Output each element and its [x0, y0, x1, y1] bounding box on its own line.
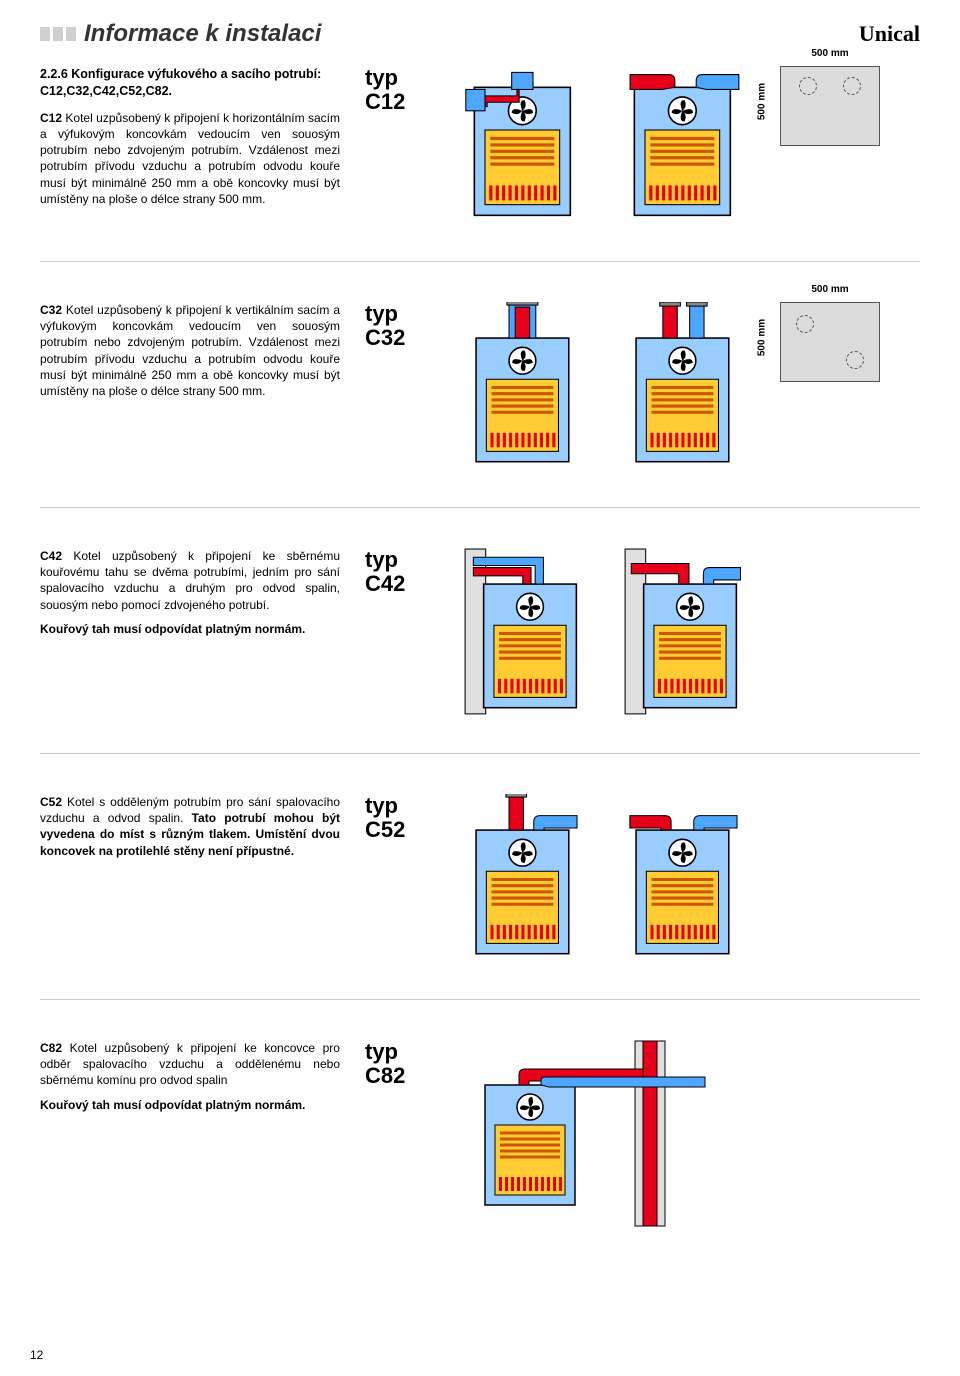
brand-logo: Unical [859, 21, 920, 47]
text-c12: Kotel uzpůsobený k připojení k horizontá… [40, 111, 340, 206]
section-c42: C42 Kotel uzpůsobený k připojení ke sběr… [40, 548, 920, 754]
header-decoration [40, 27, 76, 41]
code-c52: C52 [40, 795, 62, 809]
typ-label-c82: typ C82 [365, 1040, 435, 1088]
page-number: 12 [30, 1348, 43, 1362]
section-2-2-6-heading: 2.2.6 Konfigurace výfukového a sacího po… [40, 66, 340, 100]
section-c82: C82 Kotel uzpůsobený k připojení ke konc… [40, 1040, 920, 1265]
code-c32: C32 [40, 303, 62, 317]
note-c82: Kouřový tah musí odpovídat platným normá… [40, 1097, 340, 1113]
note-c42: Kouřový tah musí odpovídat platným normá… [40, 621, 340, 637]
diagram-c12-twin [620, 66, 750, 231]
typ-label-c32: typ C32 [365, 302, 435, 350]
page-title: Informace k instalaci [84, 20, 321, 48]
dimension-c12: 500 mm 500 mm [780, 66, 880, 146]
diagram-c52-a [460, 794, 590, 969]
diagram-c12-coaxial [460, 66, 590, 231]
typ-label-c42: typ C42 [365, 548, 435, 596]
text-c32: Kotel uzpůsobený k připojení k vertikáln… [40, 303, 340, 398]
section-c52: C52 Kotel s odděleným potrubím pro sání … [40, 794, 920, 1000]
code-c42: C42 [40, 549, 62, 563]
section-c12: 2.2.6 Konfigurace výfukového a sacího po… [40, 66, 920, 262]
typ-label-c52: typ C52 [365, 794, 435, 842]
code-c12: C12 [40, 111, 62, 125]
diagram-c82 [460, 1040, 720, 1235]
code-c82: C82 [40, 1041, 62, 1055]
diagram-c42-twin [620, 548, 750, 723]
text-c82: Kotel uzpůsobený k připojení ke koncovce… [40, 1041, 340, 1087]
diagram-c32-twin [620, 302, 750, 477]
typ-label-c12: typ C12 [365, 66, 435, 114]
diagram-c52-b [620, 794, 750, 969]
dimension-c32: 500 mm 500 mm [780, 302, 880, 382]
section-c32: C32 Kotel uzpůsobený k připojení k verti… [40, 302, 920, 508]
page-header: Informace k instalaci Unical [40, 20, 920, 48]
text-c42: Kotel uzpůsobený k připojení ke sběrnému… [40, 549, 340, 612]
diagram-c42-coaxial [460, 548, 590, 723]
diagram-c32-coaxial [460, 302, 590, 477]
